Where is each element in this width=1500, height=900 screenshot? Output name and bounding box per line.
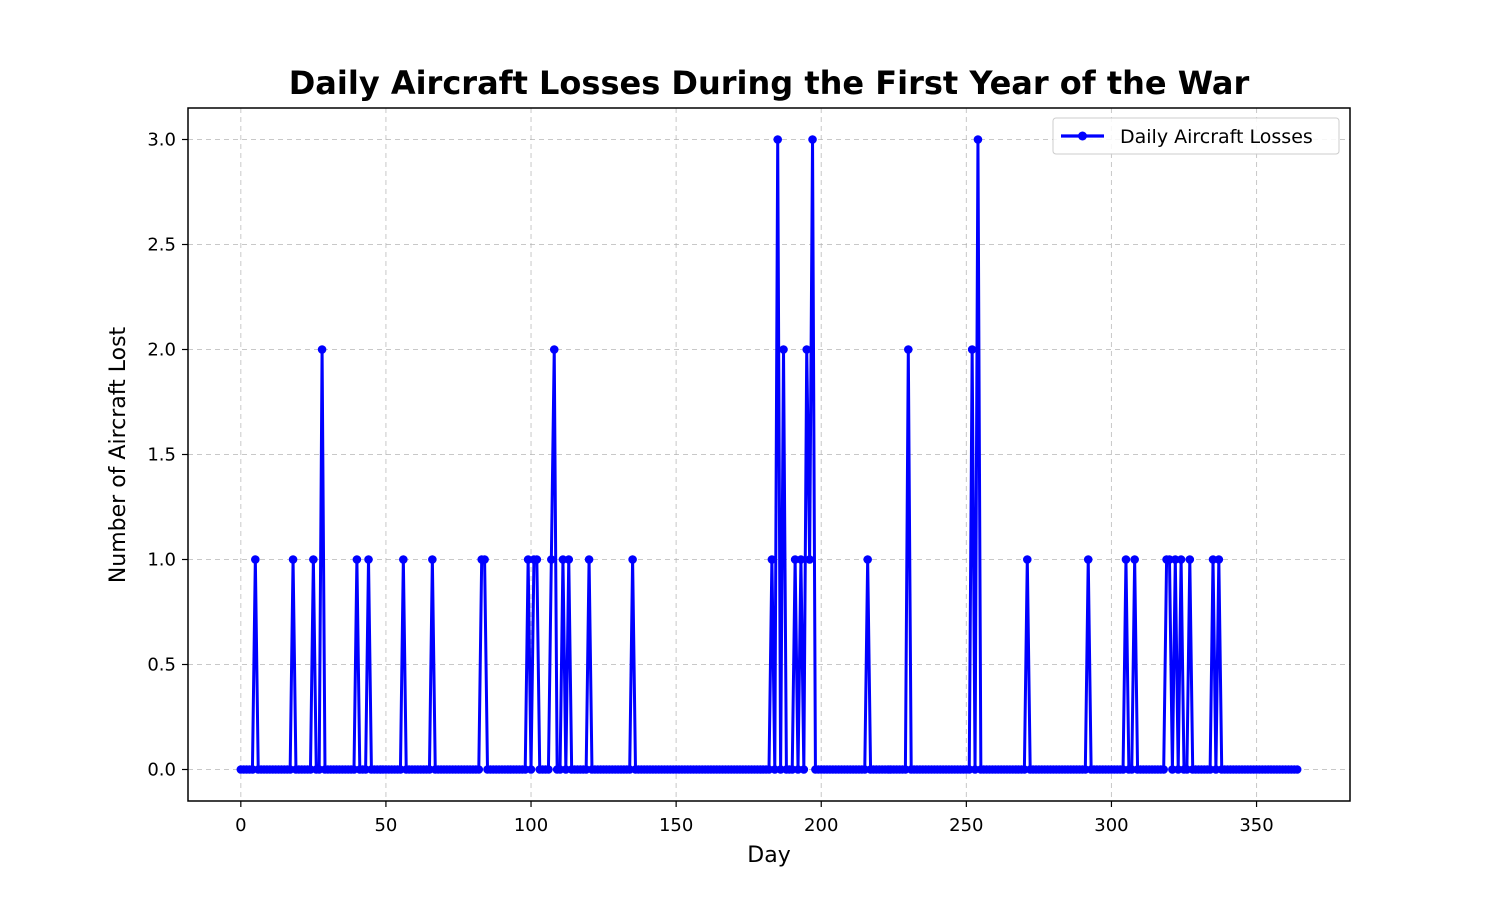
data-point bbox=[1292, 765, 1302, 774]
data-point bbox=[1022, 555, 1032, 564]
x-tick-label: 0 bbox=[235, 815, 246, 836]
data-point bbox=[251, 555, 260, 564]
data-point bbox=[317, 345, 327, 354]
data-point bbox=[802, 345, 812, 354]
data-point bbox=[863, 555, 872, 564]
data-point bbox=[309, 555, 318, 564]
y-tick-label: 0.5 bbox=[147, 655, 176, 676]
x-tick-label: 350 bbox=[1239, 815, 1273, 836]
legend-label: Daily Aircraft Losses bbox=[1120, 126, 1313, 148]
data-point bbox=[474, 765, 484, 774]
data-point bbox=[1185, 555, 1195, 564]
data-point bbox=[564, 555, 574, 564]
x-tick-label: 300 bbox=[1094, 815, 1128, 836]
chart-title: Daily Aircraft Losses During the First Y… bbox=[289, 64, 1250, 102]
y-axis-ticks: 0.0 0.5 1.0 1.5 2.0 2.5 3.0 bbox=[147, 130, 188, 781]
data-point bbox=[808, 135, 817, 144]
data-point bbox=[547, 555, 556, 564]
y-tick-label: 2.5 bbox=[147, 235, 176, 256]
y-tick-label: 1.5 bbox=[147, 445, 176, 466]
x-tick-label: 250 bbox=[949, 815, 983, 836]
data-point bbox=[544, 765, 553, 774]
data-point bbox=[532, 555, 542, 564]
data-point bbox=[779, 345, 788, 354]
data-point bbox=[1121, 555, 1131, 564]
data-point bbox=[628, 555, 637, 564]
y-axis-title: Number of Aircraft Lost bbox=[106, 326, 131, 583]
x-axis-ticks: 0 50 100 150 200 250 300 350 bbox=[235, 801, 1274, 836]
y-tick-label: 1.0 bbox=[147, 550, 176, 571]
data-point bbox=[584, 555, 594, 564]
data-point bbox=[549, 345, 559, 354]
data-point bbox=[526, 765, 536, 774]
x-tick-label: 200 bbox=[804, 815, 838, 836]
legend: Daily Aircraft Losses bbox=[1052, 117, 1340, 155]
data-point bbox=[480, 555, 489, 564]
data-point bbox=[399, 555, 408, 564]
data-point bbox=[1130, 555, 1139, 564]
data-point bbox=[352, 555, 362, 564]
data-point bbox=[904, 345, 913, 354]
series-layer bbox=[236, 135, 1302, 774]
y-tick-label: 3.0 bbox=[147, 130, 176, 151]
y-tick-label: 2.0 bbox=[147, 340, 176, 361]
data-point bbox=[967, 345, 977, 354]
data-point bbox=[288, 555, 298, 564]
data-point bbox=[773, 135, 783, 144]
data-point bbox=[796, 555, 806, 564]
data-point bbox=[767, 555, 777, 564]
data-point bbox=[805, 555, 814, 564]
data-point bbox=[1214, 555, 1224, 564]
x-tick-label: 50 bbox=[374, 815, 397, 836]
data-point bbox=[428, 555, 437, 564]
data-point bbox=[1159, 765, 1168, 774]
legend-box bbox=[1052, 117, 1340, 155]
data-point bbox=[1083, 555, 1093, 564]
legend-marker-swatch bbox=[1078, 131, 1087, 141]
x-tick-label: 100 bbox=[514, 815, 548, 836]
data-point bbox=[973, 135, 983, 144]
x-tick-label: 150 bbox=[659, 815, 693, 836]
data-point bbox=[799, 765, 809, 774]
x-axis-title: Day bbox=[747, 843, 790, 868]
data-point bbox=[1176, 555, 1186, 564]
y-tick-label: 0.0 bbox=[147, 760, 176, 781]
data-point bbox=[364, 555, 373, 564]
